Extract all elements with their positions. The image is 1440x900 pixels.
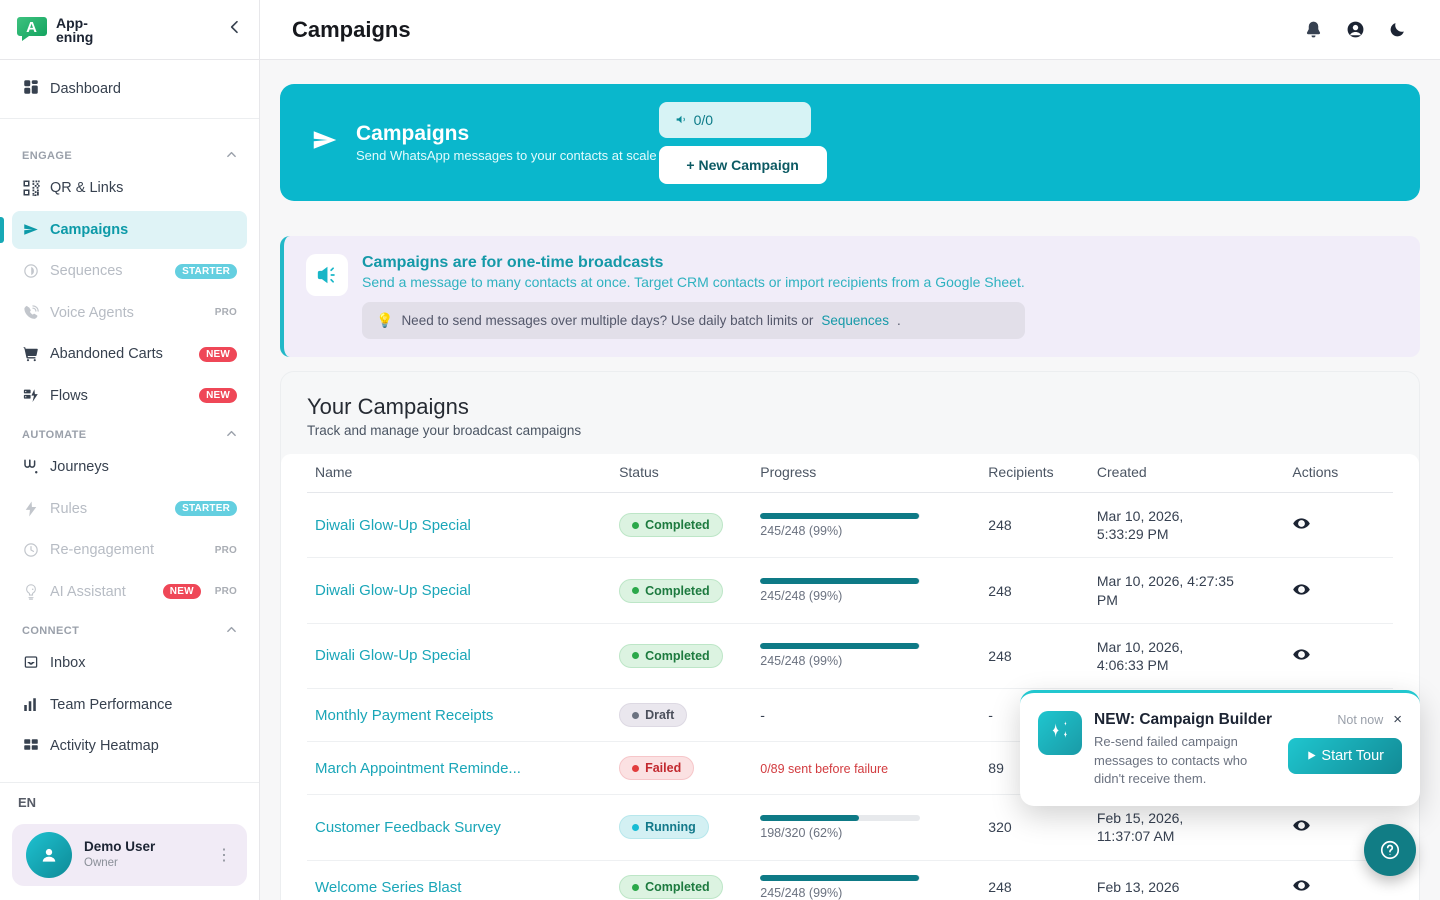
svg-text:A: A	[26, 19, 37, 36]
